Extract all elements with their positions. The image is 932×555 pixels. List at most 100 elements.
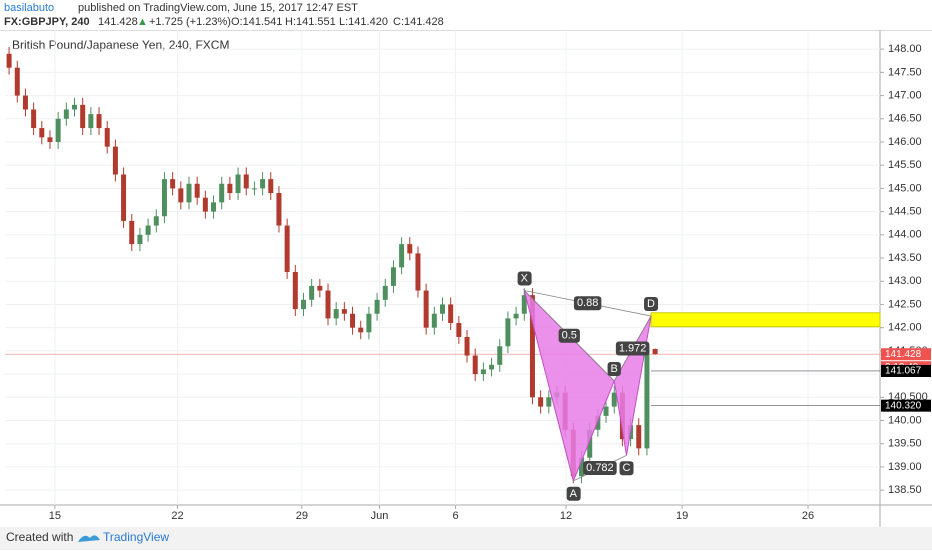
pattern-point-badge [517,271,532,286]
candle-body [603,406,609,416]
candle-body [325,290,331,319]
pattern-point-label: B [611,363,618,375]
candle-body [644,349,650,449]
price-label: 141.428 [885,349,922,360]
x-tick-label: 12 [560,510,572,522]
candle-body [268,179,274,194]
candle-body [636,425,642,449]
candle-body [399,244,405,268]
candle-body [47,137,53,142]
price-label: 140.320 [885,400,922,411]
candle-body [350,313,356,328]
candle-body [292,271,298,310]
candle-body [587,429,593,458]
candle-body [300,299,306,310]
y-tick-label: 148.00 [888,43,922,55]
y-tick-label: 146.50 [888,113,922,125]
candle-body [652,348,658,355]
candle-body [341,309,347,314]
pattern-point-badge [644,296,659,311]
x-tick-label: 19 [676,510,688,522]
high-label: H:141.551 [285,16,336,28]
candle-body [22,95,28,110]
price-label: 141.067 [885,366,922,377]
candle-body [497,346,503,365]
candle-body [366,313,372,333]
candle-body [211,202,217,212]
y-tick-label: 143.50 [888,252,922,264]
ratio-badge [615,341,650,356]
candle-body [63,109,69,119]
candle-body [260,179,266,189]
candle-body [194,183,200,198]
y-tick-label: 147.50 [888,66,922,78]
pattern-point-badge [619,461,634,476]
candle-body [251,188,257,190]
x-tick-label: 6 [453,510,459,522]
candle-body [88,114,94,129]
candle-body [178,188,184,203]
candle-body [415,253,421,291]
pattern-point-badge [566,486,581,501]
last-price: 141.428 [98,16,138,28]
candle-body [489,364,495,370]
candle-body [104,128,110,147]
ratio-badge [573,296,602,311]
pattern-point-label: D [647,298,655,310]
candle-body [219,183,225,203]
candle-body [431,313,437,328]
ratio-label: 0.782 [586,462,614,474]
candle-body [538,397,544,407]
symbol: FX:GBPJPY, 240 [4,16,90,28]
x-tick-label: 29 [296,510,308,522]
candle-body [235,174,241,194]
price-badge [881,399,931,412]
y-tick-label: 144.50 [888,206,922,218]
candle-body [374,299,380,314]
candle-body [96,114,102,129]
candle-body [14,67,20,96]
x-tick-label: 15 [49,510,61,522]
ratio-label: 1.972 [619,342,647,354]
candle-body [202,197,208,212]
published: published on TradingView.com, June 15, 2… [78,2,358,14]
brand-logo [78,535,100,542]
candle-body [513,313,519,319]
y-tick-label: 142.00 [888,322,922,334]
candle-body [80,104,86,129]
y-tick-label: 140.00 [888,414,922,426]
price-badge [881,348,931,361]
chart-title: British Pound/Japanese Yen, 240, FXCM [12,38,229,52]
x-tick-label: 22 [171,510,183,522]
footer-bar [0,527,932,550]
candle-body [611,392,617,407]
candle-body [129,220,135,245]
y-tick-label: 139.50 [888,438,922,450]
candle-body [464,336,470,356]
x-tick-label: 26 [802,510,814,522]
change: +1.725 (+1.23%) [149,16,231,28]
candle-body [72,104,78,110]
candle-body [595,415,601,430]
y-tick-label: 138.50 [888,484,922,496]
candle-body [153,216,159,226]
close-label: C:141.428 [393,16,444,28]
footer-brand[interactable]: TradingView [103,530,169,544]
candle-body [521,295,527,314]
candle-body [390,267,396,286]
candle-body [505,318,511,347]
candle-body [161,179,167,217]
author[interactable]: basilabuto [4,2,54,14]
price-badge [881,364,931,377]
y-tick-label: 139.00 [888,461,922,473]
candle-body [456,323,462,337]
x-tick-label: Jun [371,510,389,522]
y-tick-label: 142.50 [888,298,922,310]
low-label: L:141.420 [339,16,388,28]
candle-body [529,295,535,398]
open-label: O:141.541 [231,16,282,28]
candle-body [121,174,127,221]
y-tick-label: 145.50 [888,159,922,171]
candle-body [276,193,282,226]
